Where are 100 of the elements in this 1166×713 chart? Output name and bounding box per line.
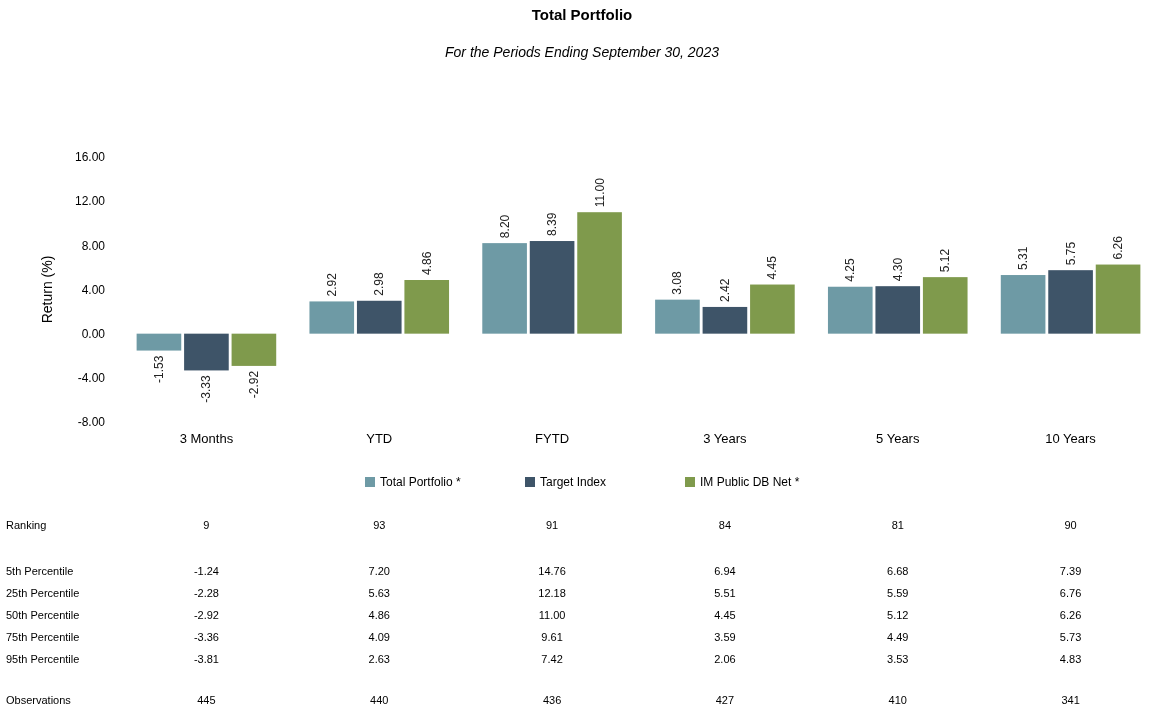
text: 5.73: [1059, 630, 1082, 643]
data-label: -2.92: [246, 370, 261, 399]
text: 14.76: [538, 564, 566, 577]
text: 5.63: [368, 586, 390, 599]
data-label: 4.25: [843, 258, 858, 282]
bar: [922, 277, 968, 334]
x-tick-label: FYTD: [535, 431, 570, 446]
text: -2.28: [193, 586, 219, 599]
text: Observations: [6, 693, 72, 706]
data-label: 8.20: [497, 214, 512, 239]
text: 6.26: [1059, 608, 1082, 621]
bar: [875, 286, 921, 334]
y-tick-label: 16.00: [74, 150, 106, 165]
y-tick-label: 4.00: [81, 282, 106, 297]
text: -2.92: [193, 608, 219, 621]
text: 4.83: [1059, 652, 1082, 665]
bar: [827, 286, 873, 334]
data-label: 8.39: [545, 212, 560, 237]
text: 436: [542, 693, 562, 706]
text: 5.59: [887, 586, 909, 599]
text: 410: [888, 693, 907, 706]
data-label: 5.75: [1063, 241, 1078, 266]
text: 84: [718, 518, 732, 531]
text: 4.86: [368, 608, 390, 621]
text: -3.81: [193, 652, 219, 665]
text: 6.94: [714, 564, 736, 577]
data-label: 6.26: [1111, 235, 1126, 260]
data-label: 2.42: [717, 278, 732, 302]
text: 440: [370, 693, 389, 706]
data-label: -1.53: [151, 355, 166, 383]
bar: [356, 300, 402, 334]
bar: [1095, 264, 1141, 334]
y-tick-label: 12.00: [74, 194, 106, 209]
text: 7.20: [368, 564, 390, 577]
text: 81: [891, 518, 904, 531]
text: 91: [545, 518, 559, 531]
y-axis-title: Return (%): [39, 255, 55, 324]
text: -3.36: [193, 630, 219, 643]
bar: [309, 301, 355, 334]
data-label: 4.45: [765, 255, 780, 280]
text: 7.42: [541, 652, 563, 665]
x-tick-label: 10 Years: [1045, 431, 1097, 446]
x-tick-label: 5 Years: [876, 431, 920, 446]
x-tick-label: 3 Months: [179, 431, 234, 446]
x-tick-label: 3 Years: [703, 431, 748, 446]
bar: [482, 243, 527, 334]
text: 75th Percentile: [6, 630, 80, 643]
chart-subtitle: For the Periods Ending September 30, 2023: [445, 44, 720, 60]
y-tick-label: -4.00: [77, 371, 106, 386]
bar: [577, 212, 622, 334]
text: 5.12: [887, 608, 909, 621]
text: 11.00: [538, 608, 566, 621]
y-tick-label: 8.00: [81, 238, 106, 253]
bar: [231, 333, 277, 366]
x-tick-label: YTD: [366, 431, 393, 446]
text: 2.06: [714, 652, 736, 665]
text: 9: [203, 518, 210, 531]
bar: [529, 241, 575, 334]
bar: [136, 333, 182, 351]
bar: [1048, 270, 1093, 334]
bar: [184, 333, 229, 371]
text: 4.45: [714, 608, 736, 621]
data-label: 2.98: [372, 272, 387, 296]
bar: [702, 306, 748, 334]
text: 427: [715, 693, 735, 706]
text: 5.51: [714, 586, 736, 599]
bar: [1000, 275, 1046, 334]
text: 4.49: [887, 630, 909, 643]
chart-title: Total Portfolio: [531, 6, 633, 23]
data-label: 4.30: [890, 257, 905, 282]
text: Ranking: [6, 518, 47, 531]
data-label: -3.33: [199, 375, 214, 403]
text: 341: [1061, 693, 1080, 706]
legend-label: Target Index: [540, 475, 607, 490]
text: 6.68: [887, 564, 909, 577]
bar: [750, 284, 795, 334]
data-label: 4.86: [419, 251, 434, 275]
text: 5th Percentile: [6, 564, 74, 577]
text: 7.39: [1059, 564, 1082, 577]
bar: [655, 299, 700, 334]
text: 4.09: [368, 630, 390, 643]
data-label: 3.08: [670, 270, 685, 295]
bar: [404, 280, 450, 334]
text: -1.24: [193, 564, 219, 577]
text: 90: [1064, 518, 1077, 531]
text: 50th Percentile: [6, 608, 80, 621]
text: 95th Percentile: [6, 652, 80, 665]
text: 2.63: [368, 652, 390, 665]
text: 9.61: [541, 630, 563, 643]
text: 12.18: [538, 586, 566, 599]
text: 3.53: [887, 652, 909, 665]
y-tick-label: 0.00: [81, 326, 106, 341]
text: 445: [197, 693, 216, 706]
y-tick-label: -8.00: [77, 415, 106, 430]
legend-label: IM Public DB Net *: [700, 475, 800, 490]
data-label: 5.12: [938, 248, 953, 273]
text: 3.59: [714, 630, 736, 643]
data-label: 11.00: [592, 177, 607, 208]
data-label: 2.92: [324, 272, 339, 297]
text: 6.76: [1059, 586, 1082, 599]
